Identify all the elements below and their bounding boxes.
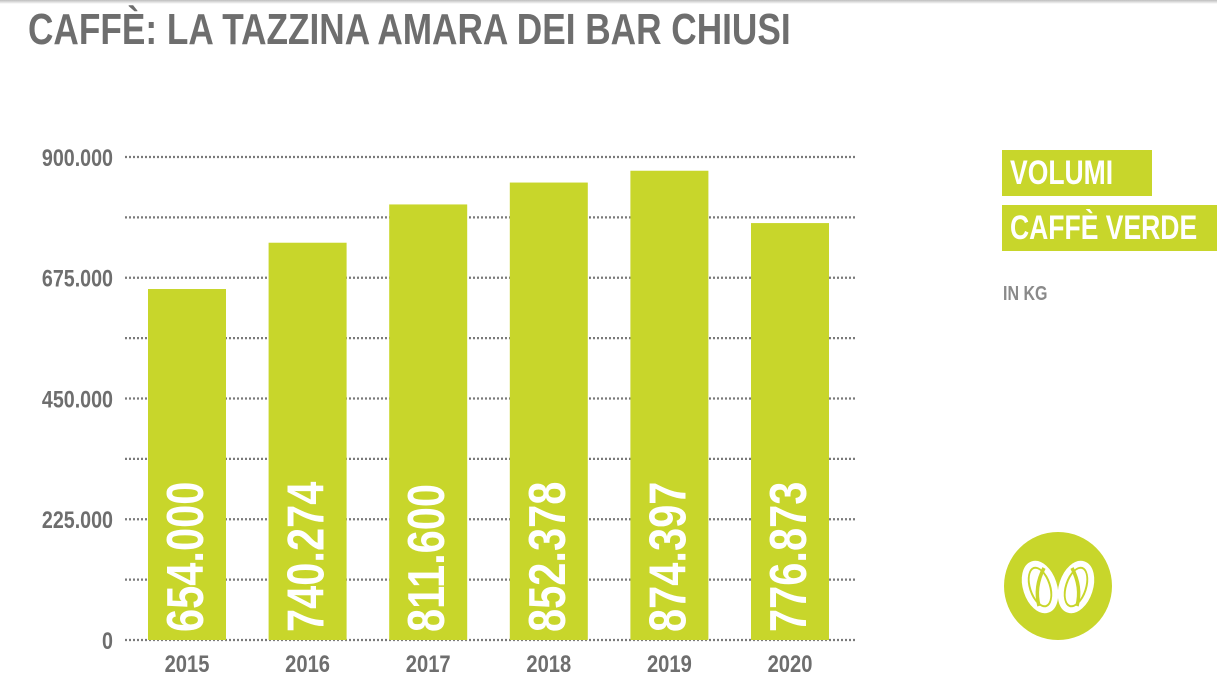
bar-value-label: 740.274 <box>276 482 335 632</box>
bar <box>630 170 709 640</box>
x-tick-label: 2016 <box>285 650 330 677</box>
coffee-beans-icon <box>1004 532 1112 640</box>
bar-value-label: 654.000 <box>156 482 215 632</box>
bar-value-label: 874.397 <box>638 482 697 632</box>
y-tick-label: 450.000 <box>42 386 113 413</box>
bar <box>389 204 468 640</box>
y-tick-label: 0 <box>102 627 113 654</box>
bar <box>751 223 829 640</box>
x-tick-label: 2017 <box>406 650 451 677</box>
x-tick-label: 2020 <box>768 650 813 677</box>
bar <box>509 182 588 641</box>
x-tick-label: 2019 <box>647 650 692 677</box>
y-axis-ticks: 0 225.000 450.000 675.000 900.000 <box>42 144 113 654</box>
y-tick-label: 675.000 <box>42 265 113 292</box>
x-tick-label: 2015 <box>165 650 210 677</box>
legend-label-line2: CAFFÈ VERDE <box>1002 205 1217 251</box>
bar <box>268 242 347 641</box>
gridlines <box>125 155 855 642</box>
bar-value-label: 852.378 <box>517 482 576 632</box>
x-axis-ticks: 2015 2016 2017 2018 2019 2020 <box>165 650 813 677</box>
top-border <box>0 0 1217 4</box>
y-tick-label: 225.000 <box>42 506 113 533</box>
bar <box>148 289 226 640</box>
unit-label: IN KG <box>1003 283 1048 305</box>
x-tick-label: 2018 <box>526 650 571 677</box>
chart-title: CAFFÈ: LA TAZZINA AMARA DEI BAR CHIUSI <box>28 5 791 54</box>
bars: 654.000 740.274 811.600 852.378 874.397 776.8… <box>148 170 829 641</box>
bar-value-label: 811.600 <box>397 484 456 632</box>
bar-value-label: 776.873 <box>759 482 818 632</box>
legend-label-line1: VOLUMI <box>1002 150 1153 196</box>
y-tick-label: 900.000 <box>42 144 113 171</box>
